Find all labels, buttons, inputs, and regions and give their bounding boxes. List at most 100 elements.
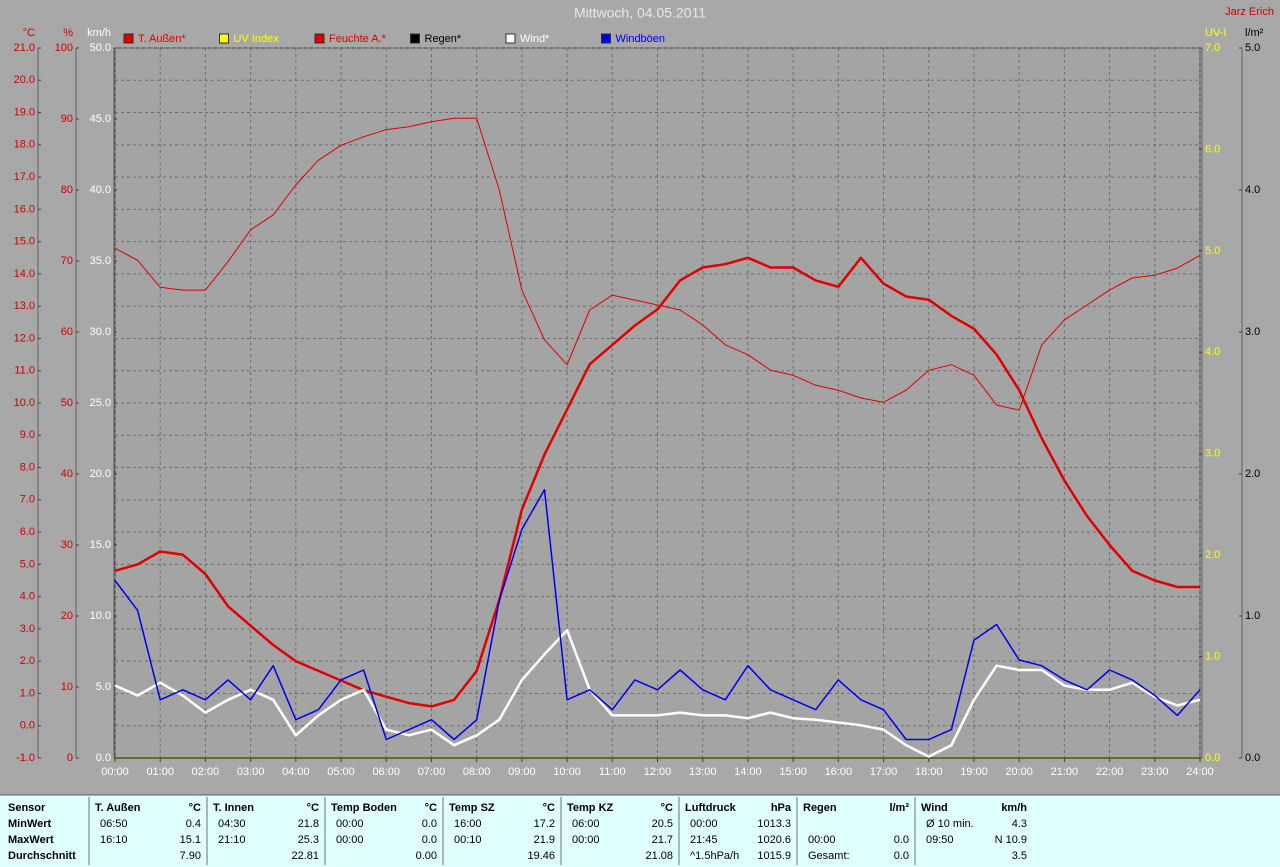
y-tick-label: 40.0 bbox=[90, 184, 111, 196]
y-tick-label: 45.0 bbox=[90, 113, 111, 125]
y-tick-label: 17.0 bbox=[14, 171, 35, 183]
col-unit: °C bbox=[543, 802, 555, 814]
stats-table: Sensor MinWert MaxWert Durchschnitt T. Außen… bbox=[8, 797, 1027, 865]
cell-value: 21.08 bbox=[645, 850, 673, 862]
cell-value: 21.8 bbox=[298, 818, 319, 830]
y-tick-label: 2.0 bbox=[1205, 549, 1220, 561]
y-tick-label: 30 bbox=[61, 539, 73, 551]
cell-time: Gesamt: bbox=[808, 850, 850, 862]
y-tick-label: 1.0 bbox=[20, 687, 35, 699]
col-unit: hPa bbox=[771, 802, 792, 814]
y-tick-label: 7.0 bbox=[1205, 42, 1220, 54]
x-tick-label: 20:00 bbox=[1005, 766, 1033, 778]
series-line bbox=[114, 628, 1201, 758]
cell-value: 0.00 bbox=[416, 850, 437, 862]
y-tick-label: 35.0 bbox=[90, 255, 111, 267]
y-tick-label: 30.0 bbox=[90, 326, 111, 338]
col-title: T. Innen bbox=[213, 802, 254, 814]
col-title: Temp KZ bbox=[567, 802, 614, 814]
cell-value: 0.0 bbox=[894, 834, 909, 846]
y-tick-label: 5.0 bbox=[1245, 42, 1260, 54]
y-tick-label: 4.0 bbox=[20, 591, 35, 603]
cell-time: 06:00 bbox=[572, 818, 600, 830]
x-tick-label: 24:00 bbox=[1186, 766, 1214, 778]
row-label: MaxWert bbox=[8, 834, 54, 846]
y-tick-label: 60 bbox=[61, 326, 73, 338]
col-unit: km/h bbox=[1001, 802, 1027, 814]
legend-swatch bbox=[410, 33, 420, 44]
cell-value: 21.7 bbox=[652, 834, 673, 846]
col-title: Temp Boden bbox=[331, 802, 397, 814]
x-tick-label: 19:00 bbox=[960, 766, 988, 778]
legend-label: UV Index bbox=[234, 33, 280, 45]
cell-time: 06:50 bbox=[100, 818, 128, 830]
x-tick-label: 21:00 bbox=[1051, 766, 1079, 778]
x-tick-label: 07:00 bbox=[418, 766, 446, 778]
y-tick-label: -1.0 bbox=[16, 752, 35, 764]
x-tick-label: 09:00 bbox=[508, 766, 536, 778]
y-tick-label: 7.0 bbox=[20, 494, 35, 506]
legend-swatch bbox=[601, 33, 611, 44]
row-label: MinWert bbox=[8, 818, 52, 830]
cell-time: 00:10 bbox=[454, 834, 482, 846]
y-tick-label: 80 bbox=[61, 184, 73, 196]
y-tick-label: 0.0 bbox=[1205, 752, 1220, 764]
x-tick-label: 16:00 bbox=[825, 766, 853, 778]
x-tick-label: 13:00 bbox=[689, 766, 717, 778]
y-tick-label: 10 bbox=[61, 681, 73, 693]
y-tick-label: 6.0 bbox=[20, 526, 35, 538]
cell-value: 0.0 bbox=[422, 834, 437, 846]
y-tick-label: 70 bbox=[61, 255, 73, 267]
legend-label: Windböen bbox=[616, 33, 666, 45]
y-tick-label: 0.0 bbox=[96, 752, 111, 764]
y-tick-label: 10.0 bbox=[14, 397, 35, 409]
cell-time: 00:00 bbox=[808, 834, 836, 846]
cell-time: 09:50 bbox=[926, 834, 954, 846]
cell-time: 00:00 bbox=[336, 818, 364, 830]
x-tick-label: 02:00 bbox=[192, 766, 220, 778]
col-unit: °C bbox=[661, 802, 673, 814]
cell-value: 0.0 bbox=[894, 850, 909, 862]
y-tick-label: 12.0 bbox=[14, 332, 35, 344]
y-tick-label: 4.0 bbox=[1245, 184, 1260, 196]
y-tick-label: 20 bbox=[61, 610, 73, 622]
x-tick-label: 04:00 bbox=[282, 766, 310, 778]
axis-unit: °C bbox=[23, 27, 35, 39]
y-tick-label: 1.0 bbox=[1205, 650, 1220, 662]
axis-unit: % bbox=[63, 27, 73, 39]
axis-unit: UV-I bbox=[1205, 27, 1226, 39]
y-tick-label: 90 bbox=[61, 113, 73, 125]
y-tick-label: 2.0 bbox=[1245, 468, 1260, 480]
x-tick-label: 22:00 bbox=[1096, 766, 1124, 778]
y-tick-label: 20.0 bbox=[90, 468, 111, 480]
y-tick-label: 0.0 bbox=[20, 720, 35, 732]
cell-value: N 10.9 bbox=[995, 834, 1027, 846]
legend-swatch bbox=[314, 33, 325, 44]
y-tick-label: 5.0 bbox=[20, 558, 35, 570]
y-tick-label: 100 bbox=[55, 42, 73, 54]
y-tick-label: 5.0 bbox=[96, 681, 111, 693]
x-tick-label: 06:00 bbox=[372, 766, 400, 778]
y-tick-label: 25.0 bbox=[90, 397, 111, 409]
legend-label: Feuchte A.* bbox=[329, 33, 387, 45]
series-line bbox=[114, 256, 1200, 708]
x-tick-label: 18:00 bbox=[915, 766, 943, 778]
author: Jarz Erich bbox=[1225, 6, 1274, 18]
cell-time: 00:00 bbox=[690, 818, 718, 830]
x-tick-label: 03:00 bbox=[237, 766, 265, 778]
cell-time: 21:45 bbox=[690, 834, 718, 846]
cell-value: 25.3 bbox=[298, 834, 319, 846]
col-title: Wind bbox=[921, 802, 948, 814]
y-tick-label: 50 bbox=[61, 397, 73, 409]
x-tick-label: 08:00 bbox=[463, 766, 491, 778]
series-line bbox=[114, 117, 1201, 411]
col-unit: °C bbox=[189, 802, 201, 814]
col-title: Regen bbox=[803, 802, 837, 814]
x-tick-label: 01:00 bbox=[146, 766, 174, 778]
cell-time: Ø 10 min. bbox=[926, 818, 974, 830]
x-tick-label: 17:00 bbox=[870, 766, 898, 778]
y-tick-label: 16.0 bbox=[14, 203, 35, 215]
stats-table-bg bbox=[0, 795, 1280, 867]
x-tick-label: 05:00 bbox=[327, 766, 355, 778]
cell-value: 17.2 bbox=[534, 818, 555, 830]
